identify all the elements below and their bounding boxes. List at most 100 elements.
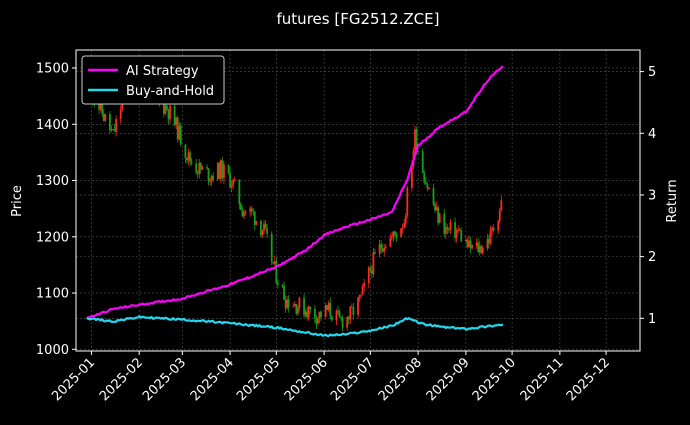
price-candle-body: [239, 204, 242, 210]
price-candle-body: [357, 297, 359, 315]
price-candle-body: [392, 231, 395, 237]
price-candle-body: [427, 188, 430, 190]
price-candle-body: [417, 151, 419, 153]
price-candle-body: [166, 105, 168, 110]
price-candle-body: [423, 172, 426, 183]
price-candle-body: [500, 200, 503, 211]
price-candle-body: [306, 311, 309, 318]
price-candle-body: [112, 129, 114, 131]
price-candle-body: [184, 144, 187, 158]
price-candle-body: [266, 228, 268, 234]
price-candle-body: [227, 164, 230, 173]
price-candle-body: [252, 210, 255, 212]
plot-frame: [75, 49, 641, 352]
price-candle-body: [478, 245, 481, 253]
price-candle-body: [201, 167, 204, 170]
price-candle-body: [309, 306, 312, 309]
price-candle-body: [275, 261, 278, 284]
price-candle-body: [444, 227, 447, 234]
price-candle-body: [468, 240, 470, 248]
price-candle-body: [162, 101, 165, 114]
price-candle-body: [264, 223, 267, 229]
price-candle-body: [216, 162, 219, 180]
price-candle-body: [350, 306, 353, 308]
price-candle-body: [394, 231, 396, 235]
price-candle-body: [352, 307, 355, 315]
price-candle-body: [219, 160, 222, 179]
price-candle-body: [238, 179, 241, 205]
y-right-tick-label: 4: [648, 127, 656, 142]
price-candle-body: [454, 222, 456, 238]
price-candle-body: [295, 303, 298, 314]
price-candle-body: [99, 101, 102, 110]
price-candle-body: [209, 180, 211, 182]
price-candle-body: [249, 208, 252, 212]
price-candle-body: [98, 102, 101, 110]
price-candle-body: [460, 230, 463, 242]
price-candle-body: [297, 307, 299, 314]
price-candle-body: [186, 157, 188, 161]
price-candle-body: [361, 286, 364, 295]
price-candle-body: [481, 248, 484, 254]
price-candle-body: [337, 310, 339, 312]
price-candle-body: [401, 227, 404, 229]
price-candle-body: [272, 262, 275, 264]
price-candle-body: [104, 114, 107, 121]
price-candle-body: [335, 310, 338, 321]
price-candle-body: [313, 308, 316, 319]
price-candle-body: [378, 244, 381, 254]
price-candle-body: [358, 295, 361, 298]
price-candle-body: [281, 284, 284, 286]
y-left-tick-label: 1100: [36, 287, 69, 302]
price-candle-body: [196, 172, 199, 174]
y-left-label: Price: [10, 185, 25, 217]
price-candle-body: [372, 252, 375, 274]
price-candle-body: [307, 306, 310, 318]
price-candle-body: [115, 118, 117, 132]
price-candle-body: [403, 222, 406, 228]
price-candle-body: [320, 311, 322, 317]
price-candle-body: [457, 229, 460, 231]
price-candle-body: [229, 172, 231, 188]
price-candle-body: [179, 125, 182, 145]
price-candle-body: [383, 247, 386, 252]
price-candle-body: [101, 101, 104, 114]
price-candle-body: [438, 213, 441, 223]
price-candle-body: [287, 299, 290, 308]
price-candle-body: [243, 212, 245, 217]
price-candle-body: [250, 208, 253, 211]
price-candle-body: [415, 129, 418, 152]
y-left-tick-label: 1200: [36, 230, 69, 245]
y-right-label: Return: [665, 179, 680, 222]
price-candle-body: [121, 99, 124, 110]
price-candle-body: [411, 165, 413, 189]
price-candle-body: [360, 294, 362, 296]
price-candle-body: [253, 211, 256, 225]
price-candle-body: [230, 185, 233, 188]
legend-label-ai: AI Strategy: [126, 64, 199, 79]
legend-label-bh: Buy-and-Hold: [126, 84, 214, 99]
legend-box: [81, 55, 225, 105]
price-candle-body: [414, 129, 416, 151]
price-candle-body: [276, 283, 279, 285]
price-candle-body: [255, 220, 258, 225]
price-candle-body: [448, 229, 450, 231]
price-candle-body: [404, 215, 407, 223]
price-candle-body: [443, 213, 446, 234]
price-candle-body: [164, 105, 167, 114]
price-candle-body: [221, 160, 224, 179]
price-candle-body: [195, 163, 198, 173]
price-candle-body: [449, 222, 452, 230]
price-candle-body: [347, 316, 350, 320]
price-candle-body: [324, 305, 327, 317]
y-right-tick-label: 2: [648, 250, 656, 265]
ai-strategy-line: [86, 65, 504, 320]
price-candle-body: [395, 234, 398, 238]
chart-title: futures [FG2512.ZCE]: [277, 10, 440, 28]
price-candle-body: [304, 311, 307, 316]
buy-and-hold-line: [86, 315, 504, 338]
price-candle-body: [426, 184, 429, 189]
price-candle-body: [327, 302, 330, 311]
